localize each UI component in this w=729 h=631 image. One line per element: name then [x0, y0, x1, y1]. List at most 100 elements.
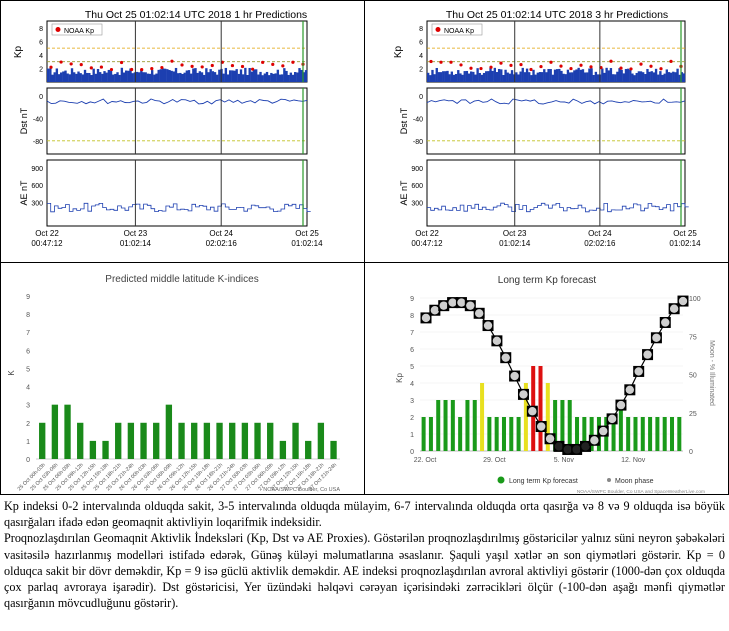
kp-tick-label: 6	[419, 39, 423, 46]
kp-bar	[682, 73, 686, 82]
kp-bar	[648, 71, 651, 82]
kp-bar	[174, 67, 178, 82]
noaa-kp-marker	[569, 66, 573, 71]
y-tick-label: 2	[26, 421, 30, 428]
kp-bar	[431, 69, 434, 82]
x-tick-label: Oct 25	[673, 229, 697, 238]
y2-axis-label: Moon - % Illuminated	[708, 340, 715, 406]
kp-bar	[515, 72, 518, 82]
kp-bar	[233, 70, 236, 82]
kp-bar	[190, 73, 193, 82]
kp-bar	[657, 74, 660, 82]
x-tick-label: Oct 24	[209, 229, 233, 238]
kp-forecast-bar	[589, 417, 594, 451]
kp-bar	[53, 72, 56, 82]
kp-bar	[231, 70, 234, 82]
legend-moon-marker	[607, 478, 611, 482]
kp-bar	[446, 70, 449, 82]
kp-bar	[551, 74, 555, 82]
chart-credit: NOAA/SWPC Boulder, Co USA and SpaceWeath…	[577, 489, 705, 495]
noaa-kp-marker	[230, 63, 235, 68]
kp-bar	[444, 71, 447, 82]
noaa-kp-marker	[479, 66, 483, 71]
kp-bar	[86, 72, 89, 82]
panel-1hr-predictions: Thu Oct 25 01:02:14 UTC 2018 1 hr Predic…	[0, 0, 364, 262]
x-tick-label: 29. Oct	[483, 457, 506, 464]
kp-bar	[553, 69, 557, 82]
kp-bar	[88, 72, 91, 82]
k-index-bar	[165, 404, 173, 459]
k-index-bar	[317, 422, 325, 459]
kp-bar	[99, 72, 102, 82]
kp-bar	[287, 74, 290, 82]
y2-tick-label: 0	[689, 449, 693, 456]
kp-bar	[506, 72, 509, 82]
kp-tick-label: 2	[419, 66, 423, 73]
caption-paragraph-proxies: Proqnozlaşdırılan Geomaqnit Aktivlik İnd…	[4, 531, 725, 611]
x-tick-label: 02:02:16	[206, 239, 238, 248]
kp-forecast-bar	[480, 383, 485, 451]
kp-forecast-bar	[516, 417, 521, 451]
ae-tick-label: 900	[31, 166, 43, 173]
y-tick-label: 7	[26, 330, 30, 337]
kp-forecast-bar	[450, 400, 455, 451]
kp-bar	[304, 70, 308, 82]
kp-bar	[588, 68, 591, 82]
y-tick-label: 1	[26, 439, 30, 446]
kp-bar	[493, 67, 496, 82]
dst-tick-label: 0	[419, 94, 423, 101]
y-tick-label: 4	[410, 381, 414, 388]
kp-bar	[278, 74, 282, 82]
kp-bar	[235, 69, 238, 82]
kp-bar	[629, 69, 632, 82]
dst-tick-label: -40	[413, 116, 423, 123]
noaa-kp-marker	[240, 64, 245, 69]
kp-bar	[203, 74, 206, 82]
kp-bar	[519, 71, 522, 82]
noaa-kp-marker	[130, 67, 134, 72]
kp-bar	[491, 70, 494, 82]
k-index-bar	[254, 422, 261, 459]
x-tick-label: 12. Nov	[621, 457, 646, 464]
kp-bar	[611, 74, 615, 82]
kp-bar	[644, 74, 647, 82]
kp-bar	[601, 68, 604, 82]
ae-axis-label: AE nT	[399, 180, 409, 206]
kp-bar	[252, 69, 256, 82]
kp-bar	[450, 71, 453, 82]
ae-tick-label: 300	[31, 201, 43, 208]
x-tick-label: 5. Nov	[554, 457, 575, 464]
ae-plot-frame	[46, 159, 308, 227]
k-index-bar	[153, 422, 160, 459]
kp-bar	[122, 72, 126, 82]
panel-header: Thu Oct 25 01:02:14 UTC 2018 3 hr Predic…	[446, 9, 668, 21]
kp-bar	[564, 74, 567, 82]
kp-bar	[285, 70, 288, 82]
kp-bar	[237, 73, 241, 82]
kp-bar	[79, 73, 82, 82]
legend-kp-label: Long term Kp forecast	[509, 478, 578, 485]
y-tick-label: 4	[26, 385, 30, 392]
kp-bar	[558, 68, 561, 82]
kp-bar	[669, 72, 673, 82]
kp-bar	[489, 67, 492, 82]
kp-forecast-bar	[465, 400, 470, 451]
kp-bar	[177, 73, 180, 82]
y-tick-label: 5	[410, 364, 414, 371]
dst-tick-label: -80	[413, 139, 423, 146]
kp-bar	[596, 74, 600, 82]
kp-bar	[467, 73, 471, 82]
ae-tick-label: 300	[411, 201, 423, 208]
kp-bar	[528, 72, 531, 82]
chart-credit: NOAA/SWPC Boulder, Co USA	[263, 487, 340, 493]
kp-bar	[463, 71, 466, 82]
kp-bar	[183, 72, 186, 82]
kp-bar	[259, 71, 262, 82]
k-index-bar	[102, 440, 109, 459]
k-index-bar	[115, 422, 122, 459]
ae-trace	[427, 202, 689, 213]
k-index-bar	[279, 440, 287, 459]
kp-tick-label: 6	[39, 39, 43, 46]
noaa-kp-marker	[180, 63, 184, 67]
